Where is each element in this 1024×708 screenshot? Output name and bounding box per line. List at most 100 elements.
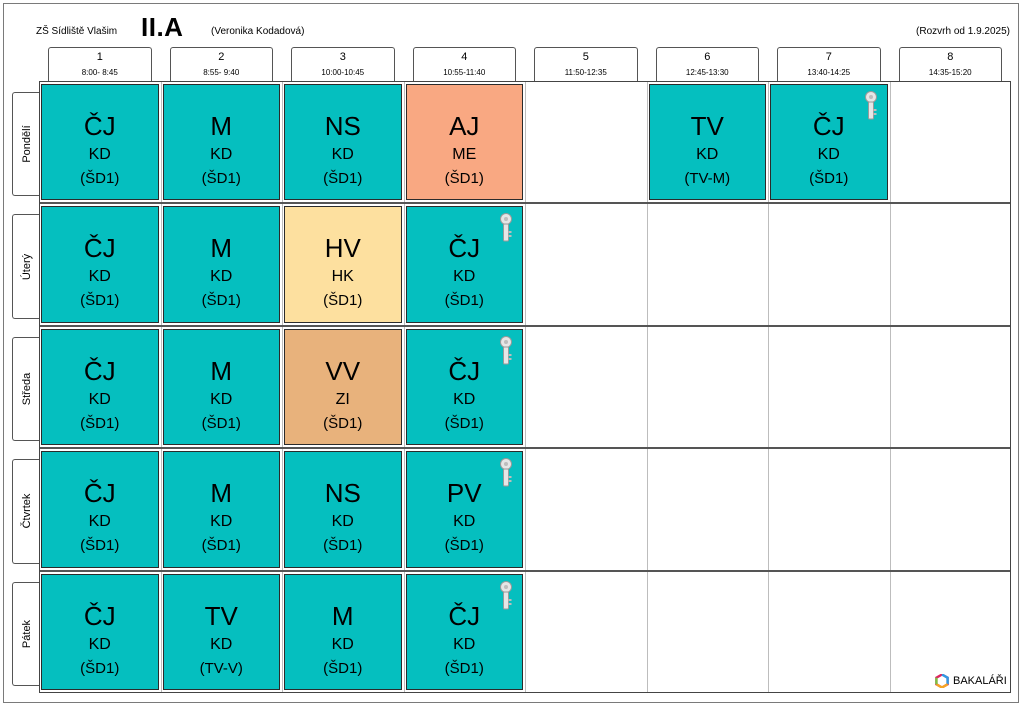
period-time: 11:50-12:35 <box>564 68 607 77</box>
lesson-room: (ŠD1) <box>444 659 484 677</box>
class-teacher: (Veronika Kodadová) <box>211 26 305 37</box>
lesson-cell[interactable]: ČJ KD (ŠD1) <box>41 573 159 690</box>
lesson-subject: PV <box>446 478 482 509</box>
lesson-subject: M <box>210 233 233 264</box>
lesson-teacher: KD <box>88 513 111 531</box>
lesson-subject: ČJ <box>83 600 116 631</box>
period-number: 1 <box>96 51 103 63</box>
class-name: II.A <box>141 12 184 42</box>
lesson-room: (TV-M) <box>684 170 731 187</box>
day-label-4: Čtvrtek <box>12 459 40 564</box>
lesson-subject: M <box>331 600 354 631</box>
lesson-teacher: KD <box>453 390 476 408</box>
lesson-cell[interactable]: M KD (ŠD1) <box>162 451 280 568</box>
lesson-subject: ČJ <box>448 355 481 386</box>
lesson-teacher: KD <box>696 146 719 163</box>
period-number: 8 <box>947 51 954 63</box>
grid-column-divider <box>282 82 283 692</box>
lesson-teacher: KD <box>88 635 111 653</box>
period-number: 6 <box>704 51 711 63</box>
lesson-room: (TV-V) <box>199 659 243 677</box>
lesson-cell[interactable]: VV ZI (ŠD1) <box>284 328 402 446</box>
lesson-room: (ŠD1) <box>444 537 484 555</box>
bakalari-logo: BAKALÁŘI <box>935 674 1007 688</box>
lesson-subject: M <box>210 478 233 509</box>
period-time: 12:45-13:30 <box>685 68 729 77</box>
lesson-cell[interactable]: PV KD (ŠD1) <box>405 451 523 568</box>
lesson-subject: NS <box>324 478 361 509</box>
day-label-2: Úterý <box>12 214 40 319</box>
lesson-cell[interactable]: ČJ KD (ŠD1) <box>41 451 159 568</box>
lesson-cell[interactable]: ČJ KD (ŠD1) <box>405 328 523 446</box>
grid-row-divider <box>40 447 1010 450</box>
lesson-cell[interactable]: HV HK (ŠD1) <box>284 206 402 323</box>
lesson-subject: ČJ <box>448 600 481 631</box>
lesson-room: (ŠD1) <box>201 414 241 432</box>
period-header-7: 7 13:40-14:25 <box>777 47 881 81</box>
lesson-cell[interactable]: NS KD (ŠD1) <box>284 451 402 568</box>
period-header-3: 3 10:00-10:45 <box>291 47 395 81</box>
grid-column-divider <box>403 82 405 692</box>
period-number: 4 <box>461 51 468 63</box>
lesson-room: (ŠD1) <box>80 292 120 310</box>
day-label-5: Pátek <box>12 581 40 686</box>
period-number: 7 <box>825 51 832 63</box>
grid-row-divider <box>40 202 1010 205</box>
lesson-cell[interactable]: AJ ME (ŠD1) <box>405 84 523 201</box>
lesson-subject: NS <box>324 111 361 141</box>
lesson-subject: HV <box>324 233 361 264</box>
lesson-cell[interactable]: NS KD (ŠD1) <box>284 84 402 201</box>
lesson-subject: ČJ <box>448 233 481 264</box>
lesson-room: (ŠD1) <box>444 292 484 310</box>
lesson-teacher: KD <box>817 146 840 163</box>
period-header-2: 2 8:55- 9:40 <box>169 47 273 81</box>
day-name: Středa <box>20 372 33 406</box>
lesson-subject: M <box>210 111 233 141</box>
lesson-teacher: KD <box>88 146 111 163</box>
lesson-cell[interactable]: TV KD (TV-M) <box>648 84 766 201</box>
period-time: 14:35-15:20 <box>928 68 972 77</box>
lesson-teacher: KD <box>331 513 354 531</box>
lesson-teacher: KD <box>210 635 233 653</box>
key-icon <box>498 580 514 611</box>
lesson-cell[interactable]: ČJ KD (ŠD1) <box>41 328 159 446</box>
lesson-room: (ŠD1) <box>201 537 241 555</box>
lesson-teacher: KD <box>210 513 233 531</box>
lesson-cell[interactable]: ČJ KD (ŠD1) <box>770 84 888 201</box>
lesson-room: (ŠD1) <box>80 659 120 677</box>
lesson-teacher: KD <box>331 635 354 653</box>
period-number: 3 <box>339 51 346 63</box>
grid-column-divider <box>160 82 162 692</box>
school-name: ZŠ Sídliště Vlašim <box>36 26 118 37</box>
day-name: Úterý <box>20 253 33 280</box>
period-time: 10:00-10:45 <box>321 68 365 77</box>
lesson-cell[interactable]: ČJ KD (ŠD1) <box>405 573 523 690</box>
lesson-room: (ŠD1) <box>80 414 120 432</box>
timetable-validity: (Rozvrh od 1.9.2025) <box>916 26 1010 37</box>
lesson-room: (ŠD1) <box>323 659 363 677</box>
lesson-cell[interactable]: ČJ KD (ŠD1) <box>41 206 159 323</box>
key-icon <box>498 335 514 366</box>
lesson-cell[interactable]: M KD (ŠD1) <box>162 84 280 201</box>
lesson-subject: ČJ <box>83 233 116 264</box>
lesson-subject: ČJ <box>83 478 116 509</box>
day-label-1: Pondělí <box>12 92 40 197</box>
lesson-cell[interactable]: TV KD (TV-V) <box>162 573 280 690</box>
lesson-cell[interactable]: M KD (ŠD1) <box>284 573 402 690</box>
day-label-3: Středa <box>12 336 40 442</box>
grid-row-divider <box>40 569 1010 572</box>
day-name: Pátek <box>20 619 33 648</box>
timetable-frame <box>3 3 1019 703</box>
lesson-room: (ŠD1) <box>323 170 363 187</box>
day-name: Čtvrtek <box>20 493 33 529</box>
period-header-6: 6 12:45-13:30 <box>655 47 759 81</box>
lesson-cell[interactable]: ČJ KD (ŠD1) <box>41 84 159 201</box>
lesson-room: (ŠD1) <box>444 170 484 187</box>
lesson-subject: ČJ <box>83 111 116 141</box>
lesson-cell[interactable]: ČJ KD (ŠD1) <box>405 206 523 323</box>
period-time: 10:55-11:40 <box>443 68 486 77</box>
lesson-teacher: KD <box>88 268 111 286</box>
lesson-cell[interactable]: M KD (ŠD1) <box>162 328 280 446</box>
lesson-cell[interactable]: M KD (ŠD1) <box>162 206 280 323</box>
period-time: 13:40-14:25 <box>807 68 851 77</box>
